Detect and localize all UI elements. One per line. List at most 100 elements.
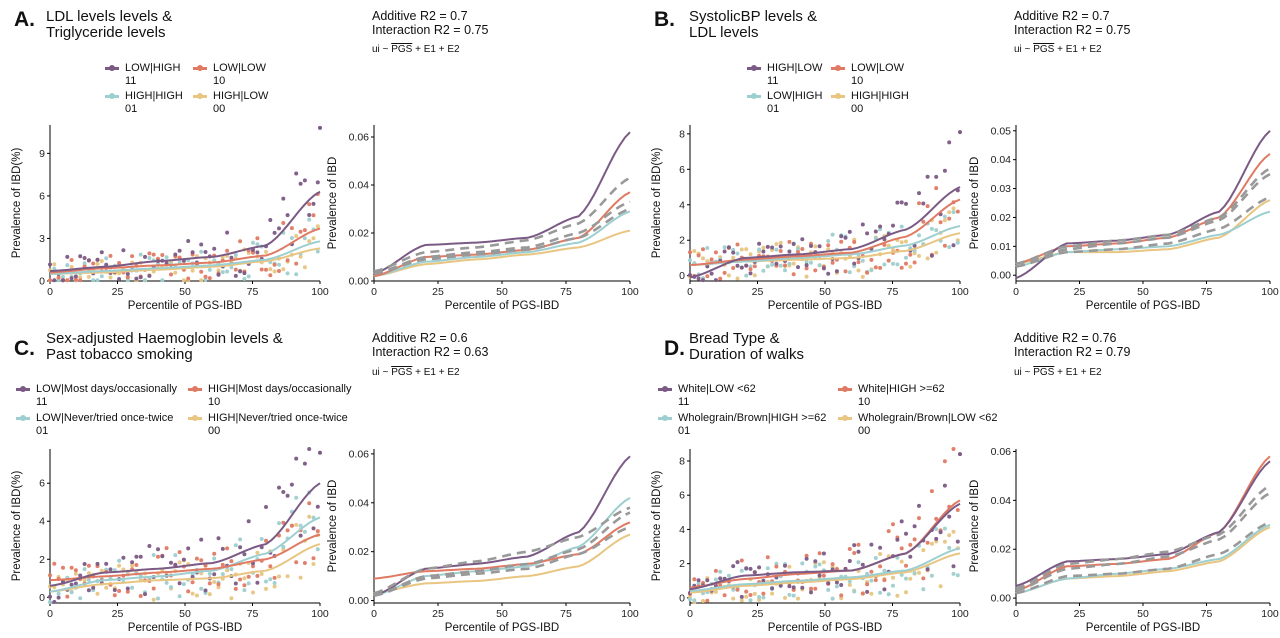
data-point — [121, 248, 126, 253]
data-point — [73, 274, 78, 279]
data-point — [264, 586, 268, 591]
data-point — [791, 272, 796, 277]
trend-plot: 0.00 0.02 0.04 0.06 0 25 50 75 100 Percentile of … — [969, 446, 1279, 634]
data-point — [856, 549, 861, 554]
data-point — [130, 560, 135, 565]
panel-title-line1: Sex-adjusted Haemoglobin levels & — [46, 330, 283, 347]
additive-dashed-line — [1015, 491, 1271, 593]
data-point — [765, 244, 770, 249]
data-point — [246, 574, 251, 579]
data-point — [709, 271, 714, 276]
legend-code: 01 — [767, 103, 780, 115]
data-point — [130, 585, 135, 590]
data-point — [143, 254, 147, 259]
scatter-plot: 0 2 4 6 8 0 25 50 75 100 Percentile of PGS-IBD Prev… — [651, 447, 969, 634]
data-point — [847, 229, 852, 234]
data-point — [821, 266, 826, 271]
data-point — [908, 252, 913, 257]
data-point — [73, 571, 78, 576]
data-point — [285, 574, 290, 579]
y-tick-label: 0.00 — [349, 595, 370, 607]
data-point — [882, 578, 887, 583]
data-point — [925, 204, 930, 209]
data-point — [52, 266, 57, 271]
data-point — [947, 210, 952, 215]
data-point — [225, 568, 230, 573]
data-point — [281, 490, 286, 494]
data-point — [744, 263, 749, 268]
data-point — [951, 243, 956, 248]
data-point — [302, 561, 307, 565]
data-point — [839, 593, 844, 598]
data-point — [69, 258, 74, 262]
data-point — [52, 278, 57, 283]
data-point — [761, 595, 766, 600]
data-point — [78, 573, 83, 578]
data-point — [311, 213, 316, 218]
data-point — [826, 581, 831, 586]
data-point — [181, 557, 186, 562]
y-tick-label: 0 — [679, 270, 685, 282]
data-point — [99, 250, 104, 255]
y-tick-label: 0 — [39, 276, 45, 288]
x-tick-label: 25 — [112, 286, 124, 298]
data-point — [298, 575, 303, 580]
y-tick-label: 6 — [39, 190, 45, 202]
data-point — [199, 586, 204, 591]
data-point — [82, 567, 87, 572]
data-point — [186, 239, 191, 243]
data-point — [934, 174, 939, 179]
data-point — [921, 576, 926, 581]
data-point — [774, 242, 779, 247]
data-point — [164, 546, 169, 551]
y-axis-title: Prevalence of IBD(%) — [651, 471, 663, 582]
data-point — [847, 270, 852, 275]
data-point — [294, 272, 299, 277]
data-point — [318, 125, 322, 130]
data-point — [783, 563, 787, 568]
x-tick-label: 100 — [1261, 608, 1279, 620]
data-point — [852, 551, 857, 555]
formula-pgs: PGS — [391, 44, 413, 55]
data-point — [731, 564, 736, 569]
data-point — [878, 590, 883, 595]
data-point — [233, 543, 238, 548]
data-point — [839, 239, 844, 244]
legend-label: LOW|HIGH — [767, 90, 823, 102]
legend-code: 11 — [767, 75, 779, 87]
y-tick-label: 0.02 — [991, 212, 1012, 224]
data-point — [52, 561, 57, 566]
data-point — [69, 276, 74, 281]
data-point — [112, 593, 117, 598]
legend-label: HIGH|HIGH — [125, 90, 183, 102]
x-axis-title: Percentile of PGS-IBD — [1086, 300, 1200, 312]
data-point — [731, 255, 736, 260]
data-point — [318, 450, 322, 455]
data-point — [311, 201, 316, 206]
data-point — [917, 191, 921, 196]
data-point — [757, 565, 762, 570]
x-tick-label: 100 — [311, 608, 329, 620]
data-point — [942, 218, 947, 223]
y-tick-label: 0.06 — [349, 132, 370, 144]
data-point — [925, 174, 930, 179]
additive-dashed-line — [373, 176, 631, 273]
legend-code: 00 — [851, 103, 864, 115]
data-point — [955, 539, 960, 544]
data-point — [735, 251, 740, 256]
data-point — [255, 242, 260, 247]
data-point — [739, 247, 744, 252]
data-point — [69, 590, 74, 595]
data-point — [804, 260, 809, 265]
x-tick-label: 0 — [1013, 286, 1019, 298]
x-tick-label: 0 — [47, 608, 53, 620]
legend-key — [188, 415, 202, 421]
data-point — [302, 265, 307, 270]
data-point — [104, 585, 109, 590]
data-point — [125, 275, 130, 280]
y-tick-label: 0.03 — [991, 183, 1012, 195]
data-point — [272, 581, 277, 585]
x-tick-label: 25 — [1074, 608, 1086, 620]
data-point — [783, 263, 787, 268]
data-point — [778, 249, 783, 253]
